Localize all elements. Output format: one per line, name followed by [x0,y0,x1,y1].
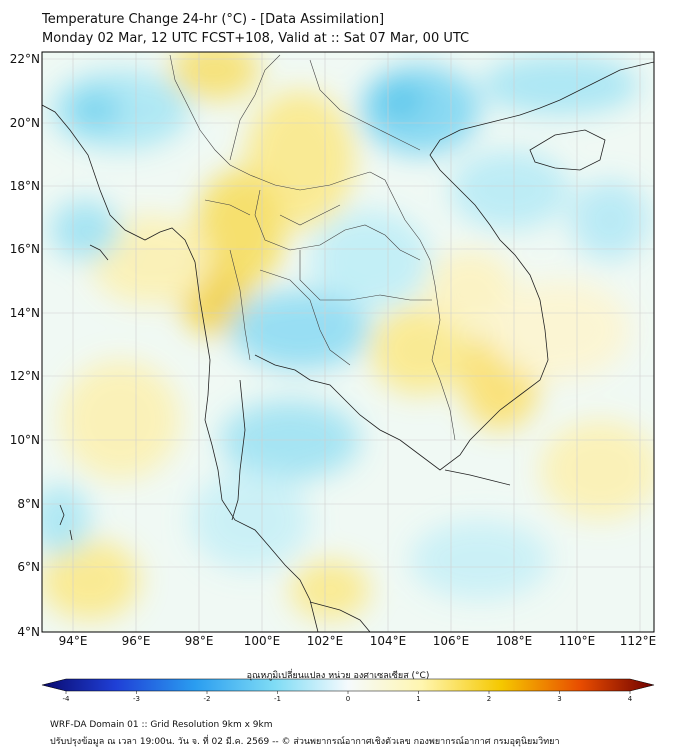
temperature-field [42,52,654,632]
lat-label: 6°N [17,560,40,574]
colorbar-tick-label: -4 [63,695,71,703]
lat-axis: 22°N 20°N 18°N 16°N 14°N 12°N 10°N 8°N 6… [10,52,40,639]
lon-label: 106°E [433,634,470,648]
lat-label: 8°N [17,497,40,511]
lat-label: 12°N [10,369,40,383]
lon-label: 100°E [244,634,281,648]
lat-label: 10°N [10,433,40,447]
lat-label: 16°N [10,242,40,256]
colorbar-tick-label: -2 [204,695,211,703]
lat-label: 20°N [10,116,40,130]
colorbar-tick-label: 0 [346,695,350,703]
colorbar-tick-label: -3 [133,695,140,703]
map-frame [41,51,655,633]
lon-axis: 94°E 96°E 98°E 100°E 102°E 104°E 106°E 1… [59,634,657,648]
colorbar-tick-label: -1 [274,695,281,703]
lon-label: 110°E [559,634,596,648]
lon-label: 98°E [185,634,214,648]
lon-label: 102°E [307,634,344,648]
lon-label: 112°E [620,634,657,648]
map-subtitle: Monday 02 Mar, 12 UTC FCST+108, Valid at… [42,31,470,46]
lat-label: 4°N [17,625,40,639]
colorbar-tick-label: 1 [416,695,420,703]
lon-label: 108°E [496,634,533,648]
colorbar-tick-label: 3 [557,695,561,703]
colorbar: -4 -3 -2 -1 0 1 2 3 4 [41,678,655,703]
lat-label: 18°N [10,179,40,193]
lon-label: 104°E [370,634,407,648]
lon-label: 94°E [59,634,88,648]
map-title: Temperature Change 24-hr (°C) - [Data As… [42,12,385,27]
coastlines [42,61,654,632]
borders [169,54,456,441]
footer-model-info: WRF-DA Domain 01 :: Grid Resolution 9km … [50,720,273,730]
lon-label: 96°E [122,634,151,648]
footer-credit: ปรับปรุงข้อมูล ณ เวลา 19:00น. วัน จ. ที่… [50,737,560,747]
colorbar-tick-label: 4 [628,695,633,703]
lat-label: 22°N [10,52,40,66]
colorbar-tick-label: 2 [487,695,491,703]
lat-label: 14°N [10,306,40,320]
colorbar-title: อุณหภูมิเปลี่ยนแปลง หน่วย องศาเซลเซียส (… [246,671,430,681]
